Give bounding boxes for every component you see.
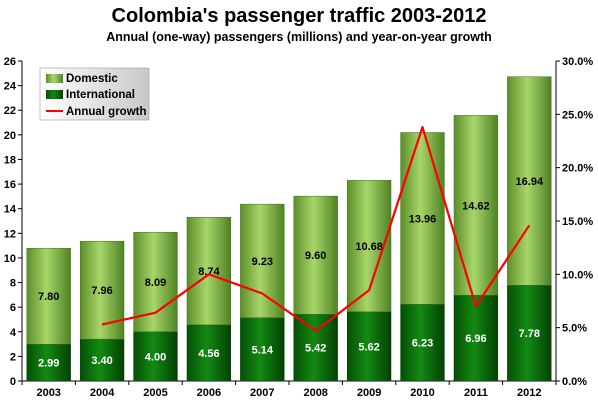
right-tick-label: 25.0% — [562, 109, 593, 121]
bar-label-international: 4.00 — [145, 351, 166, 363]
x-tick-label: 2010 — [410, 387, 434, 399]
bar-label-domestic: 13.96 — [409, 213, 437, 225]
right-tick-label: 20.0% — [562, 163, 593, 175]
bar-label-international: 5.42 — [305, 343, 326, 355]
x-tick-label: 2011 — [464, 387, 488, 399]
x-tick-label: 2006 — [197, 387, 221, 399]
bar-label-domestic: 8.09 — [145, 277, 166, 289]
bar-label-domestic: 7.80 — [38, 291, 59, 303]
bar-label-international: 7.78 — [519, 328, 540, 340]
legend-swatch-international — [46, 90, 63, 99]
bar-label-international: 4.56 — [198, 348, 219, 360]
right-axis-ticks: 0.0% 5.0% 10.0% 15.0% 20.0% 25.0% 30.0% — [556, 56, 593, 388]
left-tick-label: 6 — [10, 302, 16, 314]
left-tick-label: 16 — [4, 179, 16, 191]
bar-domestic — [293, 195, 338, 315]
bar-label-international: 5.14 — [252, 344, 274, 356]
growth-line-series — [101, 125, 531, 332]
legend: Domestic International Annual growth — [39, 67, 150, 121]
bar-label-international: 3.40 — [91, 355, 112, 367]
bar-international — [507, 284, 552, 382]
bar-label-domestic: 7.96 — [91, 285, 112, 297]
bar-label-international: 2.99 — [38, 358, 59, 370]
bar-domestic — [79, 240, 125, 340]
bar-domestic — [507, 76, 552, 286]
bar-international — [346, 311, 392, 382]
x-tick-label: 2007 — [250, 387, 274, 399]
right-tick-label: 0.0% — [562, 376, 587, 388]
left-tick-label: 8 — [10, 278, 16, 290]
bar-international — [293, 314, 338, 382]
x-tick-label: 2012 — [517, 387, 541, 399]
legend-swatch-domestic — [46, 74, 63, 83]
legend-label-growth: Annual growth — [66, 106, 147, 118]
right-tick-label: 30.0% — [562, 56, 593, 68]
left-tick-label: 24 — [4, 81, 17, 93]
x-tick-label: 2003 — [36, 387, 60, 399]
bar-data-labels: 2.99 7.80 3.40 7.96 4.00 8.09 4.56 8.74 5.14 9.23… — [38, 176, 544, 370]
right-tick-label: 5.0% — [562, 323, 587, 335]
bar-international — [186, 324, 232, 382]
bar-international — [26, 343, 71, 382]
left-tick-label: 20 — [4, 130, 16, 142]
bar-label-domestic: 10.68 — [355, 241, 383, 253]
bar-label-domestic: 14.62 — [462, 200, 490, 212]
bar-label-international: 5.62 — [358, 341, 379, 353]
bar-label-international: 6.23 — [412, 338, 433, 350]
x-tick-label: 2009 — [357, 387, 381, 399]
legend-label-domestic: Domestic — [66, 73, 118, 85]
bar-international — [240, 317, 285, 382]
bar-domestic — [186, 217, 232, 326]
left-tick-label: 4 — [10, 327, 17, 339]
bar-domestic — [240, 203, 285, 318]
left-tick-label: 18 — [4, 154, 16, 166]
right-tick-label: 15.0% — [562, 216, 593, 228]
left-tick-label: 10 — [4, 253, 16, 265]
chart-subtitle: Annual (one-way) passengers (millions) a… — [106, 30, 492, 44]
bar-international — [400, 304, 445, 382]
bar-label-domestic: 9.60 — [305, 250, 326, 262]
right-tick-label: 10.0% — [562, 269, 593, 281]
growth-line — [101, 125, 531, 332]
bar-domestic — [453, 115, 499, 296]
x-tick-label: 2008 — [303, 387, 327, 399]
bar-domestic — [400, 132, 445, 305]
left-tick-label: 14 — [4, 204, 17, 216]
left-tick-label: 2 — [10, 351, 16, 363]
bar-label-domestic: 8.74 — [198, 266, 220, 278]
bar-label-domestic: 9.23 — [252, 256, 273, 268]
bar-series — [26, 76, 552, 382]
chart-title: Colombia's passenger traffic 2003-2012 — [111, 5, 487, 27]
bar-international — [453, 295, 499, 382]
left-tick-label: 0 — [10, 376, 16, 388]
bar-label-international: 6.96 — [465, 333, 486, 345]
bar-label-domestic: 16.94 — [516, 176, 544, 188]
x-axis-ticks: 2003 2004 2005 2006 2007 2008 2009 2010 2011 2012 — [21, 381, 557, 399]
left-tick-label: 12 — [4, 228, 16, 240]
x-tick-label: 2005 — [143, 387, 167, 399]
x-tick-label: 2004 — [90, 387, 115, 399]
bar-domestic — [26, 247, 71, 345]
left-tick-label: 26 — [4, 56, 16, 68]
legend-label-international: International — [66, 89, 135, 101]
left-tick-label: 22 — [4, 105, 16, 117]
